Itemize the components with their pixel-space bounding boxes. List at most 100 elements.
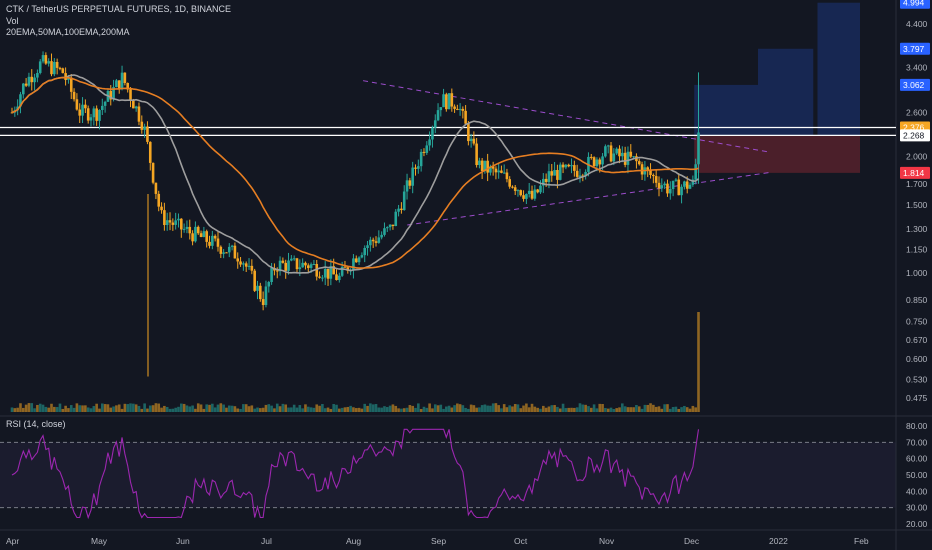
candle-body [417,166,420,169]
volume-bar [632,407,635,412]
volume-bar [601,403,604,412]
candle-body [140,121,144,130]
candle-body [352,258,355,271]
candle-body [397,208,400,212]
target-zone-profit [817,2,860,136]
volume-bar [408,405,412,412]
price-badge [900,0,930,9]
candle-body [680,186,683,196]
volume-bar [685,407,689,412]
candle-body [126,82,129,90]
ma-20-line [11,74,700,274]
price-axis-label: 0.475 [906,393,928,403]
candle-body [511,186,514,188]
candle-body [578,175,582,177]
candle-body [366,245,369,249]
volume-bar [41,404,45,412]
time-axis-label: Oct [514,536,528,546]
volume-bar [570,407,573,412]
candle-body [134,106,138,109]
candle-body [685,181,689,189]
volume-bar [202,408,206,412]
candle-body [567,164,571,167]
volume-bar [369,403,372,412]
candle-body [584,171,587,176]
volume-bar [346,406,350,412]
candle-body [253,270,256,291]
volume-bar [36,404,39,412]
volume-bar [467,408,470,412]
volume-bar [352,407,355,412]
candle-body [213,235,217,239]
candle-body [542,178,545,186]
volume-bar [533,406,537,412]
candle-body [464,110,467,124]
volume-bar [542,405,545,412]
candle-body [168,220,172,223]
volume-bar [646,404,650,412]
volume-bar [343,407,347,412]
candle-body [489,166,492,173]
volume-bar [239,408,242,412]
volume-bar [397,408,400,412]
candle-body [472,138,476,144]
rsi-axis-label: 40.00 [906,486,928,496]
volume-bar [205,404,208,412]
volume-bar [72,407,76,412]
candle-body [502,172,506,174]
volume-bar [637,406,641,412]
candle-body [182,228,186,230]
volume-bar [247,406,251,412]
candle-body [284,262,288,271]
rsi-title: RSI (14, close) [6,419,66,429]
volume-bar [10,407,14,412]
time-axis-label: Nov [599,536,615,546]
candle-body [618,148,621,157]
volume-bar [100,403,104,412]
candle-body [233,245,237,259]
volume-bar [112,406,115,412]
volume-bar [290,407,293,412]
candle-body [637,161,641,165]
candle-body [326,268,330,279]
volume-bar [259,408,262,412]
volume-bar [688,408,692,412]
volume-bar [587,406,590,412]
candle-body [604,146,607,157]
volume-bar [575,407,579,412]
price-axis-label: 1.150 [906,244,928,254]
volume-bar [92,406,96,412]
candle-body [174,220,177,225]
candle-body [239,261,242,265]
candle-body [414,167,417,169]
candle-body [171,222,175,225]
candle-body [467,123,470,142]
candle-body [129,89,132,101]
time-axis-label: Apr [6,536,19,546]
volume-bar [84,405,87,412]
candle-body [371,239,375,242]
volume-bar [486,405,489,412]
candle-body [55,61,59,68]
target-zone-stop [694,135,860,173]
volume-bar [414,407,417,412]
candle-body [323,268,327,278]
candle-body [660,185,664,189]
volume-bar [694,407,697,412]
volume-bar [55,407,59,412]
volume-bar [478,407,481,412]
candle-body [196,226,200,234]
candle-body [281,260,285,263]
volume-bar [143,403,146,412]
volume-bar [469,404,473,412]
price-axis-label: 2.000 [906,151,928,161]
volume-bar [680,407,683,412]
price-badge-label: 4.994 [903,0,925,8]
volume-bar [522,405,525,412]
candle-body [338,275,341,281]
volume-bar [489,405,492,412]
volume-bar [315,404,319,412]
candle-body [411,167,414,186]
volume-bar [519,408,523,412]
